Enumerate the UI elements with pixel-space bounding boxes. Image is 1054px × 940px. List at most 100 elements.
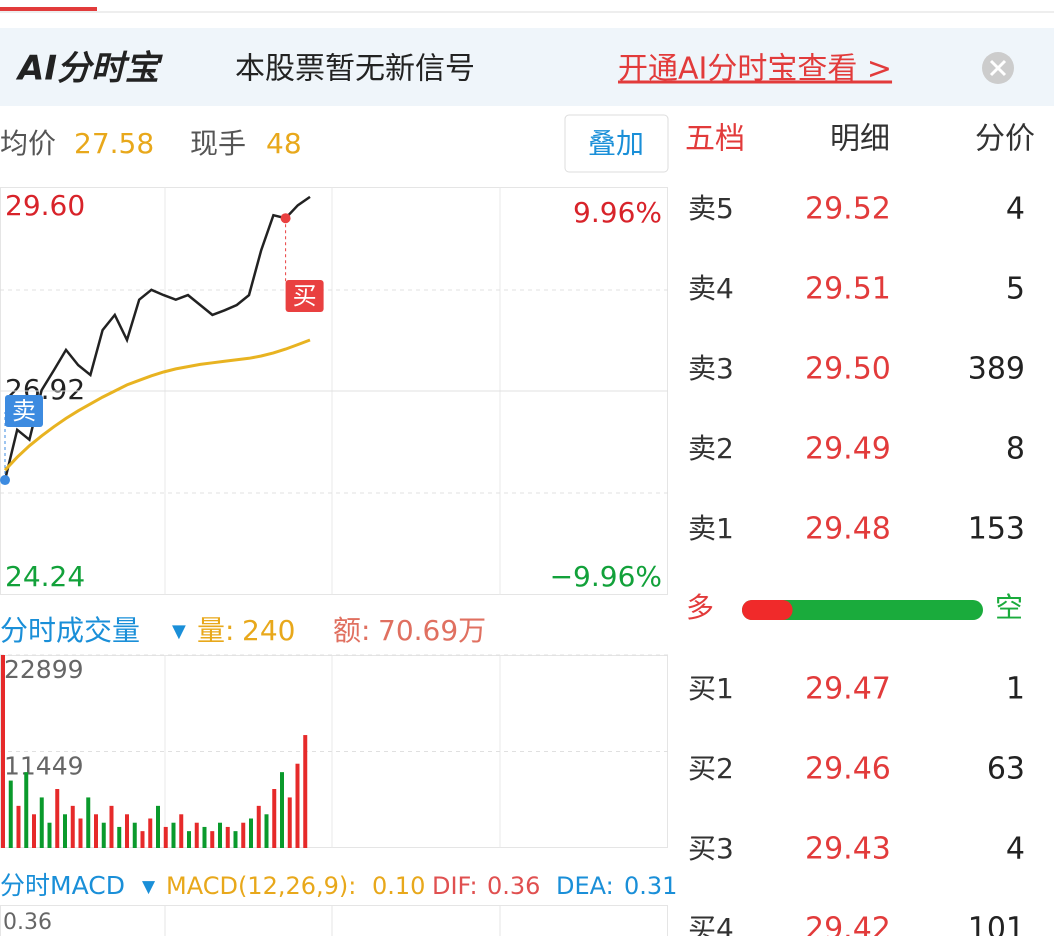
level-label: 买2	[688, 752, 734, 785]
sell-tag-label: 卖	[12, 397, 36, 425]
macd-frame	[0, 905, 668, 936]
volume-bar	[39, 797, 44, 848]
dif-label: DIF:	[432, 872, 478, 900]
overlay-button-label: 叠加	[588, 127, 644, 160]
level-price: 29.42	[805, 912, 891, 937]
y-tick-label: 24.24	[5, 560, 85, 593]
y2-tick-label: −9.96%	[550, 560, 662, 593]
volume-bar	[78, 818, 83, 848]
sell-dot	[0, 475, 10, 486]
lot-value: 48	[266, 127, 302, 160]
y-tick-label: 11449	[4, 752, 84, 781]
y-tick-label: 29.60	[5, 189, 85, 222]
volume-bar	[1, 655, 5, 848]
level-price: 29.48	[805, 512, 891, 547]
banner	[0, 28, 1054, 106]
overlay-button[interactable]	[564, 114, 669, 173]
volume-bar	[132, 822, 137, 848]
tab-indicator	[0, 7, 97, 11]
volume-bar	[194, 822, 199, 848]
macd-value: 0.10	[372, 872, 425, 900]
volume-bar	[249, 818, 253, 848]
volume-bar	[202, 826, 207, 848]
volume-bar	[125, 814, 129, 848]
level-label: 买3	[688, 832, 734, 865]
level-label: 卖1	[688, 512, 734, 545]
volume-bar	[55, 789, 60, 848]
price-line	[3, 195, 311, 481]
volume-bar	[295, 763, 300, 848]
volume-bar	[16, 805, 21, 848]
dropdown-icon[interactable]: ▼	[172, 621, 186, 642]
level-label: 卖4	[688, 272, 734, 305]
y2-tick-label: 9.96%	[573, 196, 662, 229]
level-label: 卖2	[688, 432, 734, 465]
lot-label: 现手	[190, 127, 246, 160]
level-price: 29.52	[805, 192, 891, 227]
level-price: 29.46	[805, 752, 891, 787]
level-volume: 8	[1006, 432, 1025, 467]
bull-label: 多	[686, 591, 714, 624]
amount-value: 70.69万	[378, 614, 486, 647]
amount-label: 额:	[333, 614, 370, 647]
bear-bar	[742, 600, 983, 620]
avg-label: 均价	[0, 127, 56, 160]
volume-bar	[94, 814, 98, 848]
volume-bar	[171, 822, 176, 848]
volume-bar	[24, 772, 29, 848]
buy-tag	[285, 280, 324, 312]
dea-label: DEA:	[556, 872, 614, 900]
volume-bar	[272, 789, 277, 848]
level-price: 29.50	[805, 352, 891, 387]
macd-tick-label: 0.36	[3, 910, 52, 935]
level-volume: 101	[968, 912, 1025, 937]
volume-bar	[233, 831, 238, 848]
sell-tag	[5, 395, 43, 427]
volume-bar	[70, 805, 75, 848]
volume-bar	[8, 780, 13, 848]
volume-value: 240	[242, 614, 295, 647]
volume-bar	[109, 805, 114, 848]
level-label: 卖5	[688, 192, 734, 225]
volume-bar	[32, 814, 36, 848]
volume-bar	[187, 831, 191, 848]
level-volume: 389	[968, 352, 1025, 387]
level-volume: 5	[1006, 272, 1025, 307]
buy-tag-label: 买	[293, 282, 317, 310]
level-label: 买1	[688, 672, 734, 705]
volume-label: 量:	[197, 614, 234, 647]
tab[interactable]: 分价	[975, 122, 1035, 157]
tab-divider	[0, 11, 1054, 13]
volume-bar	[63, 814, 67, 848]
volume-bar	[140, 831, 145, 848]
level-price: 29.49	[805, 432, 891, 467]
dropdown-icon[interactable]: ▼	[142, 877, 156, 897]
volume-frame	[0, 655, 668, 848]
bear-label: 空	[995, 591, 1023, 624]
macd-title: 分时MACD	[0, 871, 125, 900]
volume-bar	[280, 772, 284, 848]
level-label: 买4	[688, 912, 734, 936]
volume-title: 分时成交量	[0, 614, 140, 647]
volume-bar	[218, 822, 222, 848]
level-price: 29.43	[805, 832, 891, 867]
banner-logo: AI分时宝	[15, 49, 163, 89]
level-volume: 1	[1006, 672, 1025, 707]
volume-bar	[101, 822, 106, 848]
volume-bar	[256, 805, 261, 848]
average-line	[3, 338, 311, 472]
volume-bar	[148, 818, 153, 848]
tab[interactable]: 明细	[830, 122, 890, 157]
level-volume: 153	[968, 512, 1025, 547]
volume-bar	[303, 735, 308, 848]
level-label: 卖3	[688, 352, 734, 385]
volume-bar	[264, 814, 269, 848]
volume-bar	[117, 826, 122, 848]
volume-bar	[163, 826, 168, 848]
tab-active[interactable]: 五档	[685, 122, 745, 157]
volume-bar	[156, 805, 160, 848]
banner-link[interactable]: 开通AI分时宝查看 >	[618, 52, 892, 87]
volume-bar	[241, 822, 246, 848]
